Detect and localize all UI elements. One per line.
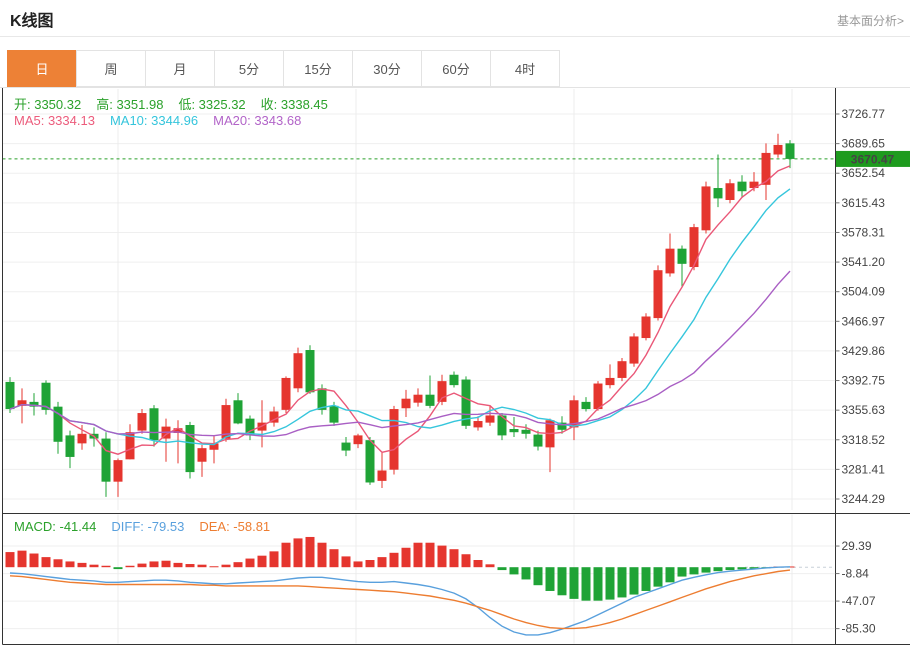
- diff-value: DIFF: -79.53: [111, 519, 185, 534]
- page-title: K线图: [10, 13, 54, 30]
- header-divider: [0, 36, 910, 37]
- price-axis-label: 3689.65: [842, 137, 886, 151]
- price-axis-label: 3652.54: [842, 166, 886, 180]
- price-axis-label: 3355.63: [842, 403, 886, 417]
- tab-15min[interactable]: 15分: [283, 50, 353, 87]
- ma5-line: [9, 165, 791, 455]
- tab-4hour[interactable]: 4时: [490, 50, 560, 87]
- dea-line: [9, 569, 791, 630]
- svg-text:3670.47: 3670.47: [851, 152, 895, 166]
- price-axis-label: 3244.29: [842, 492, 886, 506]
- price-axis-label: 3318.52: [842, 433, 886, 447]
- price-axis-label: 3726.77: [842, 107, 886, 121]
- ma10-value: MA10: 3344.96: [109, 113, 199, 128]
- macd-value: MACD: -41.44: [14, 519, 97, 534]
- price-axis-label: 3281.41: [842, 462, 886, 476]
- ma10-line: [9, 188, 791, 446]
- tab-day[interactable]: 日: [7, 50, 77, 87]
- tabbar-divider: [0, 87, 910, 88]
- chart-frame: [2, 88, 910, 645]
- ma-legend: MA5: 3334.13 MA10: 3344.96 MA20: 3343.68: [14, 113, 301, 128]
- macd-series: [5, 536, 795, 636]
- ma5-value: MA5: 3334.13: [14, 113, 95, 128]
- diff-line: [9, 566, 791, 636]
- price-axis-label: 3392.75: [842, 374, 886, 388]
- ma20-line: [9, 270, 791, 437]
- macd-axis-label: 29.39: [842, 539, 872, 553]
- fundamental-analysis-link[interactable]: 基本面分析>: [836, 14, 904, 28]
- ma20-value: MA20: 3343.68: [213, 113, 302, 128]
- price-axis: 3726.77 3689.65 3652.54 3615.43 3578.31 3541.…: [835, 107, 886, 636]
- price-axis-label: 3578.31: [842, 225, 886, 239]
- price-axis-label: 3429.86: [842, 344, 886, 358]
- tab-week[interactable]: 周: [76, 50, 146, 87]
- price-axis-label: 3504.09: [842, 285, 886, 299]
- candlestick-series: [5, 133, 795, 497]
- dea-value: DEA: -58.81: [199, 519, 271, 534]
- macd-legend: MACD: -41.44 DIFF: -79.53 DEA: -58.81: [14, 519, 270, 534]
- ohlc-low: 低: 3325.32: [178, 97, 246, 112]
- timeframe-tabbar: 日 周 月 5分 15分 30分 60分 4时: [7, 50, 560, 87]
- price-axis-label: 3615.43: [842, 196, 886, 210]
- current-price-badge: 3670.47: [836, 150, 910, 167]
- ohlc-high: 高: 3351.98: [96, 97, 164, 112]
- macd-axis-label: -47.07: [842, 594, 876, 608]
- ohlc-open: 开: 3350.32: [14, 97, 82, 112]
- ohlc-legend: 开: 3350.32 高: 3351.98 低: 3325.32 收: 3338…: [14, 94, 328, 113]
- tab-5min[interactable]: 5分: [214, 50, 284, 87]
- tab-month[interactable]: 月: [145, 50, 215, 87]
- price-axis-label: 3541.20: [842, 255, 886, 269]
- ohlc-close: 收: 3338.45: [260, 97, 328, 112]
- tab-30min[interactable]: 30分: [352, 50, 422, 87]
- macd-axis-label: -8.84: [842, 567, 870, 581]
- tab-60min[interactable]: 60分: [421, 50, 491, 87]
- macd-axis-label: -85.30: [842, 622, 876, 636]
- price-axis-label: 3466.97: [842, 314, 886, 328]
